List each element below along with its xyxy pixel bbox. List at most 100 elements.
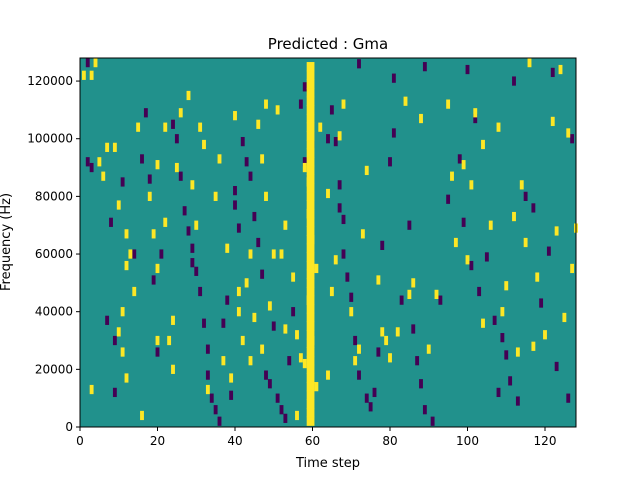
- heatmap-cell-high: [221, 356, 226, 366]
- heatmap-cell-low: [411, 324, 416, 334]
- heatmap-cell-low: [236, 223, 241, 233]
- heatmap-cell-low: [256, 237, 261, 248]
- heatmap-cell-low: [302, 157, 307, 167]
- heatmap-cell-low: [368, 402, 373, 412]
- heatmap-cell-low: [391, 128, 396, 138]
- heatmap-cell-low: [504, 350, 509, 360]
- heatmap-cell-high: [326, 188, 330, 199]
- heatmap-cell-high: [205, 384, 210, 395]
- heatmap-cell-low: [202, 318, 206, 328]
- heatmap-cell-low: [105, 315, 110, 325]
- heatmap-cell-high: [306, 122, 315, 132]
- x-tick-label: 0: [76, 434, 84, 448]
- heatmap-cell-high: [202, 139, 206, 150]
- heatmap-cell-low: [287, 356, 292, 366]
- heatmap-cell-high: [326, 370, 330, 380]
- heatmap-cell-high: [512, 211, 516, 222]
- heatmap-cell-low: [240, 136, 245, 147]
- heatmap-cell-low: [209, 393, 214, 403]
- heatmap-cell-low: [554, 361, 559, 372]
- heatmap-cell-high: [306, 243, 315, 253]
- heatmap-cell-high: [314, 382, 319, 392]
- heatmap-cell-high: [306, 399, 315, 409]
- heatmap-cell-high: [260, 154, 265, 164]
- heatmap-cell-low: [515, 396, 520, 406]
- heatmap-cell-low: [388, 157, 392, 167]
- heatmap-cell-low: [353, 335, 358, 346]
- heatmap-cell-low: [225, 295, 230, 305]
- heatmap-cell-high: [434, 289, 439, 300]
- heatmap-cell-low: [415, 356, 420, 366]
- heatmap-cell-low: [376, 347, 381, 357]
- heatmap-cell-high: [353, 356, 358, 366]
- heatmap-cell-low: [275, 393, 280, 403]
- heatmap-cell-high: [527, 58, 532, 68]
- y-axis-label: Frequency (Hz): [0, 193, 14, 291]
- heatmap-cell-low: [473, 113, 478, 124]
- heatmap-cell-high: [89, 70, 94, 80]
- heatmap-cell-high: [275, 105, 280, 115]
- heatmap-cell-high: [112, 142, 117, 152]
- heatmap-cell-low: [357, 370, 361, 380]
- heatmap-cell-high: [481, 139, 485, 150]
- heatmap-cell-high: [337, 131, 342, 141]
- x-tick-label: 40: [227, 434, 242, 448]
- heatmap-cell-low: [484, 252, 489, 262]
- heatmap-cell-high: [550, 116, 555, 127]
- heatmap-cell-high: [105, 142, 110, 152]
- y-tick-label: 120000: [27, 74, 73, 88]
- heatmap-cell-high: [570, 263, 575, 274]
- heatmap-cell-high: [411, 278, 416, 288]
- x-tick-label: 20: [150, 434, 165, 448]
- heatmap-cell-high: [295, 330, 299, 340]
- heatmap-cell-low: [508, 376, 513, 386]
- heatmap-cell-high: [364, 165, 369, 176]
- plot-frame: [79, 57, 577, 428]
- heatmap-cell-high: [264, 191, 268, 201]
- heatmap-cell-high: [523, 237, 528, 248]
- heatmap-cell-low: [147, 174, 152, 184]
- heatmap-cell-high: [306, 407, 315, 418]
- heatmap-cell-high: [306, 356, 315, 366]
- heatmap-cell-low: [159, 249, 164, 259]
- heatmap-cell-high: [124, 373, 129, 383]
- heatmap-cell-low: [182, 206, 187, 216]
- heatmap-cell-low: [496, 387, 501, 398]
- heatmap-cell-high: [357, 344, 361, 354]
- heatmap-cell-low: [112, 335, 117, 346]
- heatmap-cell-high: [314, 263, 319, 274]
- heatmap-cell-low: [341, 249, 346, 259]
- heatmap-cell-high: [306, 235, 315, 245]
- heatmap-cell-low: [364, 393, 369, 403]
- heatmap-cell-high: [155, 335, 160, 346]
- heatmap-cell-high: [163, 122, 168, 132]
- heatmap-cell-high: [543, 330, 547, 340]
- heatmap-cell-high: [488, 220, 493, 230]
- x-tick-label: 80: [382, 434, 397, 448]
- heatmap-cell-high: [481, 318, 485, 328]
- heatmap-cell-low: [469, 260, 474, 271]
- heatmap-cell-low: [264, 370, 268, 380]
- heatmap-cell-high: [306, 200, 315, 210]
- heatmap-cell-low: [523, 191, 528, 201]
- heatmap-cell-high: [380, 327, 385, 337]
- heatmap-cell-low: [252, 211, 257, 222]
- heatmap-cell-low: [422, 405, 427, 415]
- heatmap-cell-low: [333, 136, 338, 147]
- heatmap-cell-high: [260, 344, 265, 354]
- heatmap-cell-low: [85, 157, 90, 167]
- heatmap-cell-low: [298, 99, 303, 109]
- heatmap-cell-high: [306, 209, 315, 219]
- heatmap-cell-low: [446, 194, 451, 204]
- heatmap-cell-high: [341, 99, 346, 109]
- heatmap-cell-high: [171, 364, 175, 374]
- heatmap-cell-low: [171, 119, 175, 129]
- heatmap-cell-high: [132, 286, 137, 297]
- heatmap-cell-low: [233, 200, 237, 210]
- heatmap-cell-high: [186, 90, 191, 101]
- heatmap-background: [80, 58, 576, 427]
- heatmap-cell-high: [306, 321, 315, 331]
- heatmap-cell-low: [271, 321, 276, 331]
- heatmap-cell-low: [465, 64, 470, 75]
- heatmap-cell-high: [465, 255, 470, 265]
